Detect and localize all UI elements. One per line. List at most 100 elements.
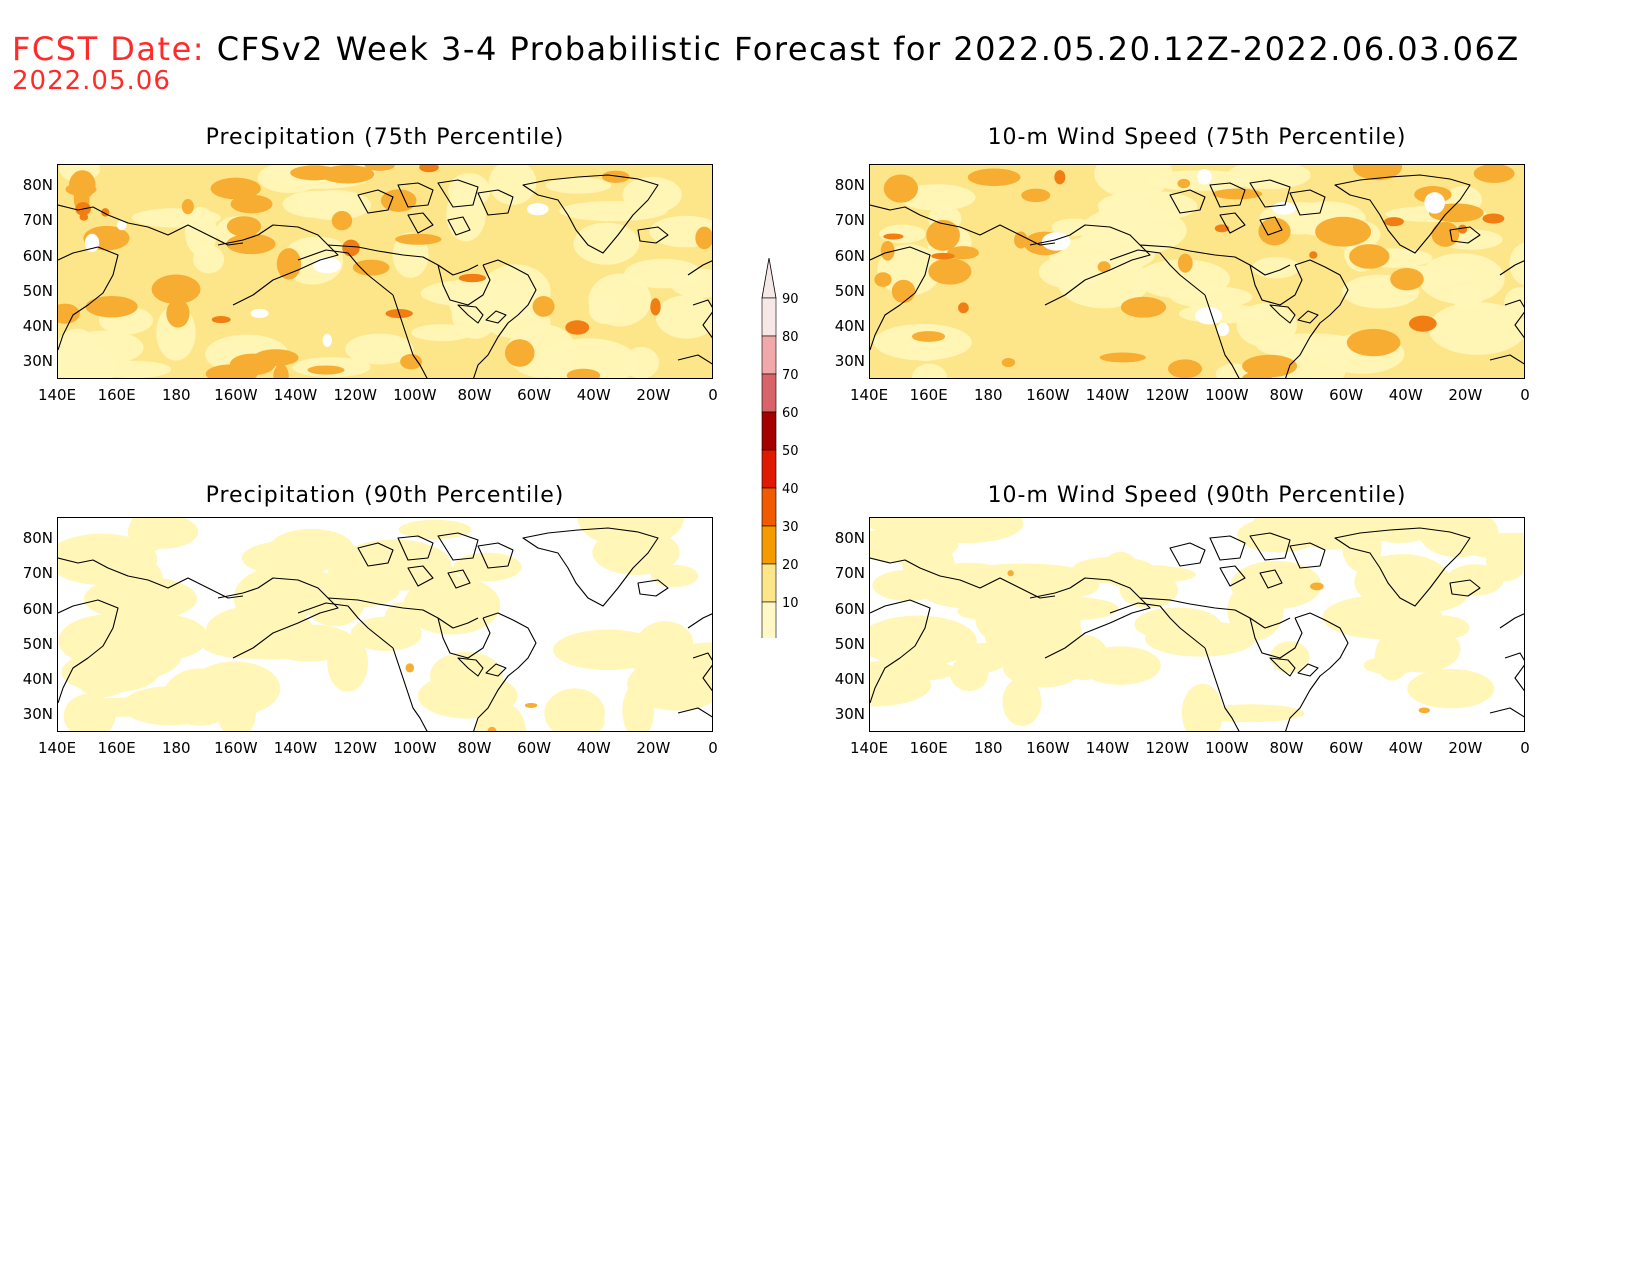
map-graphic <box>870 165 1524 378</box>
lon-tick-label: 0 <box>708 739 718 757</box>
colorbar-top-arrow <box>761 257 777 299</box>
lon-tick-label: 20W <box>636 739 671 757</box>
lat-tick-label: 80N <box>22 529 53 548</box>
lon-tick-label: 100W <box>1205 386 1249 404</box>
map-graphic <box>870 518 1524 731</box>
colorbar-swatch <box>761 563 777 603</box>
panel-title-precip-90: Precipitation (90th Percentile) <box>205 483 565 508</box>
colorbar-graphic: 90 80 70 60 50 40 30 20 10 <box>761 257 799 671</box>
lon-tick-label: 20W <box>1448 739 1483 757</box>
colorbar-label: 30 <box>782 520 799 535</box>
lat-tick-label: 30N <box>834 705 865 724</box>
lat-tick-label: 80N <box>834 529 865 548</box>
lon-tick-label: 160E <box>909 739 948 757</box>
coastline <box>58 527 712 731</box>
colorbar-swatch <box>761 297 777 337</box>
lon-tick-label: 60W <box>517 739 552 757</box>
colorbar-label: 80 <box>782 330 799 345</box>
colorbar-swatch <box>761 335 777 375</box>
lon-tick-label: 60W <box>517 386 552 404</box>
lon-tick-label: 0 <box>1520 739 1530 757</box>
lon-tick-label: 140W <box>273 739 318 757</box>
coastline <box>870 527 1524 731</box>
colorbar-label: 90 <box>782 292 799 307</box>
lat-tick-label: 60N <box>834 599 865 618</box>
lon-tick-label: 120W <box>333 386 377 404</box>
map-panel-precip-90 <box>57 517 713 732</box>
lon-tick-label: 80W <box>1269 386 1304 404</box>
lon-tick-label: 160W <box>1026 739 1070 757</box>
lon-tick-label: 20W <box>1448 386 1483 404</box>
lon-tick-label: 160E <box>909 386 948 404</box>
lon-tick-label: 100W <box>393 386 437 404</box>
colorbar-swatch <box>761 525 777 565</box>
lon-tick-label: 80W <box>457 386 492 404</box>
lon-tick-label: 40W <box>576 386 611 404</box>
colorbar-swatch <box>761 411 777 451</box>
lat-tick-label: 40N <box>22 670 53 689</box>
forecast-date: 2022.05.06 <box>12 66 171 96</box>
map-panel-wind-75 <box>869 164 1525 379</box>
forecast-title: CFSv2 Week 3-4 Probabilistic Forecast fo… <box>216 30 1520 68</box>
colorbar-label: 60 <box>782 406 799 421</box>
map-panel-wind-90 <box>869 517 1525 732</box>
lon-tick-label: 120W <box>1145 739 1189 757</box>
lon-tick-label: 0 <box>708 386 718 404</box>
colorbar-swatch <box>761 601 777 641</box>
lat-tick-label: 50N <box>22 634 53 653</box>
lon-tick-label: 140E <box>849 386 889 404</box>
colorbar-label: 50 <box>782 444 799 459</box>
lat-tick-label: 30N <box>834 352 865 371</box>
colorbar-swatch <box>761 373 777 413</box>
lat-tick-label: 50N <box>834 634 865 653</box>
lat-tick-label: 80N <box>22 176 53 195</box>
lon-tick-label: 40W <box>1388 739 1423 757</box>
panel-title-wind-90: 10-m Wind Speed (90th Percentile) <box>987 483 1407 508</box>
lat-tick-label: 40N <box>834 317 865 336</box>
lat-tick-label: 30N <box>22 352 53 371</box>
lon-tick-label: 140W <box>273 386 318 404</box>
lon-tick-label: 60W <box>1329 386 1364 404</box>
lon-tick-label: 100W <box>393 739 437 757</box>
lon-tick-label: 140E <box>37 739 77 757</box>
lon-tick-label: 140E <box>849 739 889 757</box>
lat-tick-label: 70N <box>22 211 53 230</box>
colorbar-label: 40 <box>782 482 799 497</box>
lon-tick-label: 40W <box>576 739 611 757</box>
lat-tick-label: 80N <box>834 176 865 195</box>
colorbar: 90 80 70 60 50 40 30 20 10 <box>760 257 820 671</box>
lat-tick-label: 70N <box>834 211 865 230</box>
lon-tick-label: 140W <box>1085 739 1130 757</box>
lat-tick-label: 50N <box>834 281 865 300</box>
coastline <box>58 174 712 378</box>
main-title: FCST Date: CFSv2 Week 3-4 Probabilistic … <box>12 30 1520 68</box>
lon-tick-label: 80W <box>457 739 492 757</box>
lon-tick-label: 180 <box>161 739 191 757</box>
lon-tick-label: 180 <box>973 386 1003 404</box>
lon-tick-label: 160E <box>97 739 136 757</box>
lon-tick-label: 160E <box>97 386 136 404</box>
map-panel-precip-75 <box>57 164 713 379</box>
lon-tick-label: 60W <box>1329 739 1364 757</box>
coastline <box>870 174 1524 378</box>
panel-title-precip-75: Precipitation (75th Percentile) <box>205 125 565 150</box>
lon-tick-label: 120W <box>333 739 377 757</box>
map-graphic <box>58 518 712 731</box>
lon-tick-label: 160W <box>1026 386 1070 404</box>
lon-tick-label: 140E <box>37 386 77 404</box>
lon-tick-label: 20W <box>636 386 671 404</box>
colorbar-swatch <box>761 449 777 489</box>
lat-tick-label: 60N <box>22 246 53 265</box>
lon-tick-label: 100W <box>1205 739 1249 757</box>
lon-tick-label: 40W <box>1388 386 1423 404</box>
colorbar-label: 20 <box>782 558 799 573</box>
lat-tick-label: 70N <box>834 564 865 583</box>
forecast-date-label: FCST Date: <box>12 30 206 68</box>
lat-tick-label: 70N <box>22 564 53 583</box>
panel-title-wind-75: 10-m Wind Speed (75th Percentile) <box>987 125 1407 150</box>
lat-tick-label: 60N <box>22 599 53 618</box>
lon-tick-label: 160W <box>214 386 258 404</box>
lon-tick-label: 160W <box>214 739 258 757</box>
lat-tick-label: 30N <box>22 705 53 724</box>
lon-tick-label: 140W <box>1085 386 1130 404</box>
